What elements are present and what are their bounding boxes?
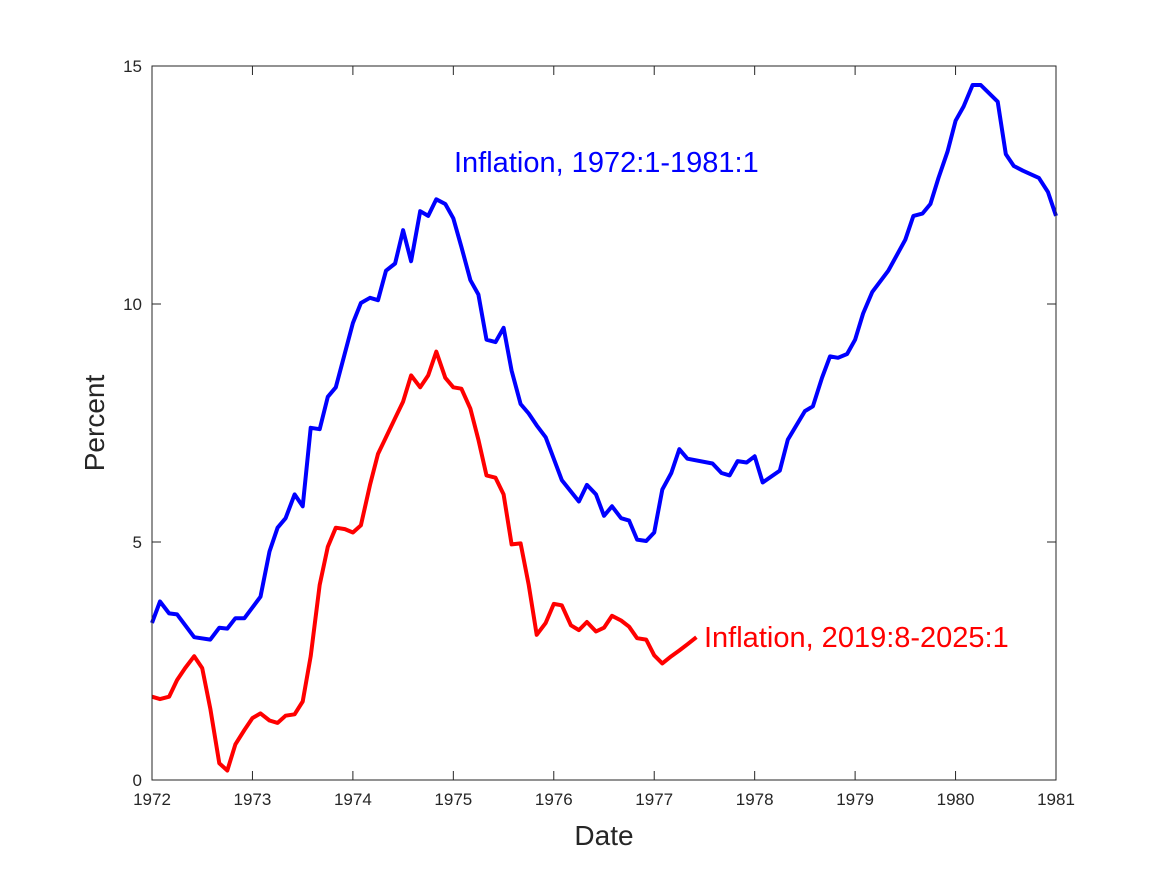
x-tick-label: 1973 <box>234 790 272 809</box>
y-axis-title: Percent <box>79 375 110 472</box>
x-tick-label: 1978 <box>736 790 774 809</box>
plot-area-box <box>151 65 1057 781</box>
series-label-1972: Inflation, 1972:1-1981:1 <box>454 147 759 179</box>
series-label-2019: Inflation, 2019:8-2025:1 <box>704 622 1009 654</box>
x-tick-label: 1979 <box>836 790 874 809</box>
series-layer <box>150 83 1058 773</box>
tick-layer: 1972 1973 1974 1975 1976 1977 1978 1979 1980 1981… <box>123 57 1075 809</box>
y-tick-label: 5 <box>133 533 142 552</box>
series-line-0 <box>150 83 1058 642</box>
y-tick-label: 0 <box>133 771 142 790</box>
x-tick-label: 1981 <box>1037 790 1075 809</box>
x-tick-label: 1975 <box>434 790 472 809</box>
series-line-1 <box>151 349 698 773</box>
x-tick-label: 1977 <box>635 790 673 809</box>
y-tick-label: 10 <box>123 295 142 314</box>
x-axis-title: Date <box>574 820 633 851</box>
x-tick-label: 1976 <box>535 790 573 809</box>
x-tick-label: 1972 <box>133 790 171 809</box>
x-tick-label: 1980 <box>937 790 975 809</box>
y-tick-label: 15 <box>123 57 142 76</box>
x-tick-label: 1974 <box>334 790 372 809</box>
